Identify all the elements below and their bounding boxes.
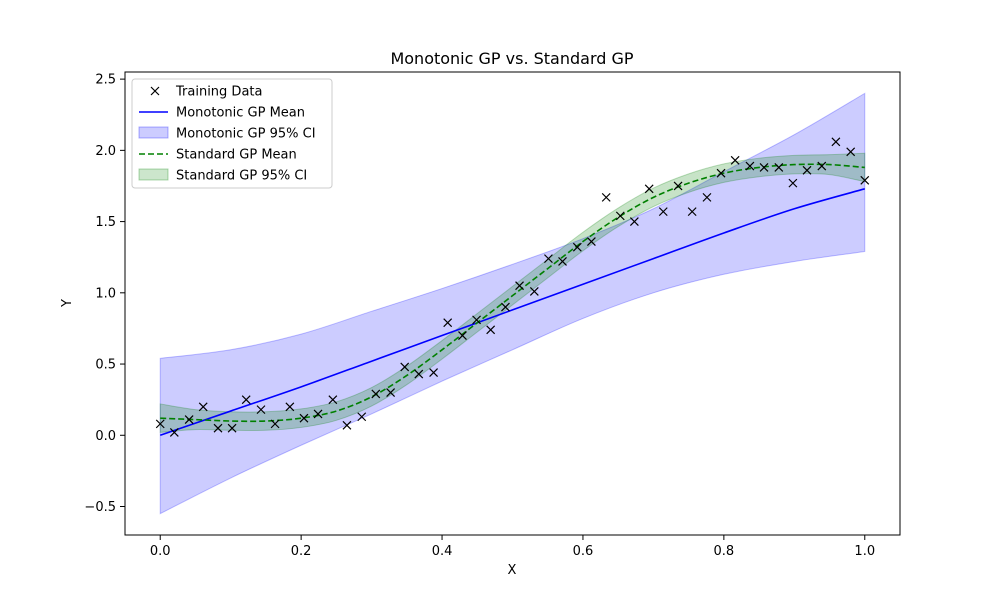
training-point (831, 137, 841, 147)
x-tick-label: 0.0 (150, 544, 171, 559)
legend-item: Monotonic GP 95% CI (138, 126, 316, 142)
training-point (386, 388, 396, 397)
training-point (860, 175, 870, 185)
training-point (716, 168, 726, 178)
training-point (586, 237, 596, 246)
training-point (615, 211, 625, 221)
training-point (515, 281, 524, 291)
training-point (846, 147, 856, 157)
training-point (443, 318, 453, 328)
training-point (486, 325, 496, 335)
training-point (285, 402, 295, 412)
training-point (673, 181, 683, 191)
training-point (702, 192, 712, 202)
training-point (328, 395, 338, 405)
training-point (342, 420, 352, 430)
y-tick-label: 1.5 (95, 215, 116, 230)
training-point (357, 412, 367, 422)
x-tick-label: 0.6 (573, 544, 594, 559)
monotonic-mean-layer (159, 188, 865, 437)
legend-label: Standard GP 95% CI (176, 169, 307, 184)
training-point (802, 165, 812, 175)
training-point (601, 192, 611, 202)
training-point (730, 155, 740, 165)
monotonic-ci-band (159, 92, 866, 515)
training-point (759, 163, 769, 172)
x-ticks: 0.0 0.2 0.4 0.6 0.8 1.0 (150, 535, 875, 559)
legend-patch (138, 126, 169, 139)
training-point (501, 302, 510, 312)
legend-item: Monotonic GP Mean (139, 106, 305, 121)
training-point (155, 419, 165, 429)
training-point (227, 423, 237, 433)
legend-label: Monotonic GP Mean (176, 106, 305, 121)
standard-ci-band (159, 152, 866, 433)
training-point (644, 184, 654, 194)
training-point (198, 402, 208, 412)
training-point (658, 207, 668, 217)
y-axis-label: Y (60, 299, 75, 308)
legend: Training Data Monotonic GP Mean Monotonic … (131, 78, 333, 189)
y-tick-label: 2.0 (95, 144, 116, 159)
legend-label: Standard GP Mean (176, 148, 297, 163)
legend-item: Standard GP 95% CI (138, 168, 307, 184)
training-point (687, 207, 697, 217)
chart-title: Monotonic GP vs. Standard GP (390, 49, 633, 68)
x-tick-label: 0.8 (714, 544, 735, 559)
training-point (429, 368, 439, 378)
legend-marker (150, 86, 160, 96)
training-point (313, 409, 323, 419)
training-point (213, 423, 223, 433)
legend-box (131, 78, 333, 189)
training-point (788, 178, 798, 188)
y-tick-label: 0.5 (95, 358, 116, 373)
training-points-layer (155, 137, 870, 437)
y-ticks: −0.5 0.0 0.5 1.0 1.5 2.0 2.5 (84, 73, 125, 515)
x-axis-label: X (508, 563, 517, 578)
legend-label: Monotonic GP 95% CI (176, 127, 316, 142)
training-point (169, 428, 179, 437)
training-point (817, 161, 827, 171)
training-point (299, 413, 309, 423)
monotonic-mean-line (159, 188, 865, 437)
legend-item: Training Data (150, 85, 262, 100)
training-point (371, 389, 381, 399)
training-point (544, 254, 553, 264)
legend-patch (138, 168, 169, 181)
y-tick-label: 0.0 (95, 429, 116, 444)
training-point (458, 331, 467, 340)
x-tick-label: 0.4 (432, 544, 453, 559)
y-tick-label: 2.5 (95, 73, 116, 88)
training-point (558, 257, 567, 266)
training-point (745, 161, 755, 171)
legend-label: Training Data (175, 85, 262, 100)
training-point (241, 395, 251, 405)
training-point (472, 315, 481, 325)
standard-ci-layer (159, 152, 866, 433)
standard-mean-layer (160, 163, 865, 423)
training-point (774, 163, 784, 172)
monotonic-ci-layer (159, 92, 866, 515)
training-point (270, 419, 280, 429)
training-point (629, 217, 639, 227)
training-point (184, 415, 194, 425)
x-tick-label: 0.2 (291, 544, 312, 559)
training-point (256, 405, 266, 415)
y-tick-label: 1.0 (95, 286, 116, 301)
standard-mean-line (160, 163, 865, 423)
training-point (572, 242, 582, 252)
legend-item: Standard GP Mean (139, 148, 297, 163)
y-tick-label: −0.5 (84, 500, 116, 515)
plot-frame (124, 71, 901, 536)
training-point (529, 286, 539, 296)
x-tick-label: 1.0 (854, 544, 875, 559)
training-point (400, 362, 410, 372)
training-point (414, 369, 424, 379)
